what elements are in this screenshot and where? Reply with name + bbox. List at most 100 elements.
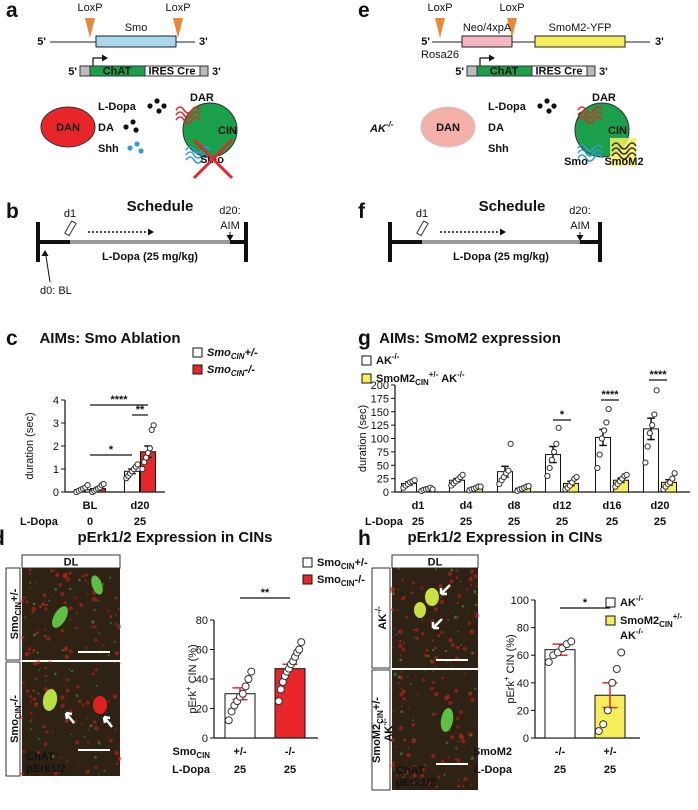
label-part: Smo — [317, 574, 341, 586]
perk-signal — [117, 607, 120, 611]
perk-signal — [456, 601, 459, 605]
perk-signal — [42, 724, 46, 729]
perk-signal — [411, 781, 414, 784]
data-point — [603, 419, 610, 426]
molecule — [138, 148, 144, 154]
perk-signal — [43, 628, 47, 631]
perk-signal — [29, 573, 32, 576]
data-point — [599, 720, 608, 729]
chat-signal — [446, 661, 449, 663]
perk-signal — [76, 684, 80, 689]
label-part: pErk — [187, 691, 199, 714]
perk-signal — [470, 697, 475, 702]
label: Neo/4xpA — [463, 22, 512, 34]
micrograph — [392, 670, 478, 790]
perk-signal — [44, 674, 48, 678]
label: IRES Cre — [148, 66, 195, 78]
perk-signal — [93, 638, 98, 642]
y-tick-label: 60 — [517, 650, 529, 662]
perk-signal — [31, 610, 35, 614]
label-part: duration (sec) — [357, 405, 369, 472]
perk-signal — [475, 593, 478, 596]
label: ChAT — [103, 66, 132, 78]
y-tick-label: 2 — [53, 441, 59, 453]
perk-signal — [456, 784, 461, 788]
perk-signal — [86, 592, 89, 595]
perk-signal — [108, 591, 111, 594]
chat-signal — [413, 738, 416, 740]
row-label: L-Dopa — [474, 764, 513, 776]
label: DA — [98, 122, 114, 134]
perk-signal — [456, 758, 461, 763]
perk-signal — [399, 670, 403, 673]
perk-signal — [65, 577, 71, 582]
perk-signal — [392, 646, 395, 649]
panel-letter: a — [6, 0, 18, 22]
chat-signal — [70, 733, 72, 735]
label: pErk1/2 — [26, 763, 66, 775]
legend-label: SmoM2CIN+/- — [620, 612, 683, 629]
x-tick-label: +/- — [603, 746, 616, 758]
label-part: Smo — [173, 746, 197, 758]
row-label: L-Dopa — [172, 764, 211, 776]
legend-swatch — [192, 347, 203, 358]
dose-label: 25 — [604, 764, 616, 776]
perk-signal — [74, 597, 77, 600]
perk-signal — [424, 653, 429, 658]
chat-signal — [33, 633, 36, 637]
perk-signal — [85, 700, 90, 705]
label-part: -/- — [392, 352, 400, 361]
molecule — [537, 103, 543, 109]
perk-signal — [430, 686, 434, 691]
perk-signal — [399, 639, 402, 643]
data-point — [459, 471, 466, 478]
loxp-label: LoxP — [77, 2, 102, 14]
label-part: SmoM2 — [371, 724, 383, 763]
perk-signal — [102, 644, 105, 647]
arrow-head — [148, 228, 154, 236]
perk-signal — [433, 691, 439, 697]
label-part: CIN (%) — [187, 644, 199, 683]
gene-box — [534, 35, 626, 48]
label: ChAT — [396, 765, 425, 777]
chat-signal — [23, 616, 26, 619]
perk-signal — [454, 688, 458, 693]
chat-signal — [407, 746, 410, 749]
label: L-Dopa (25 mg/kg) — [453, 251, 549, 263]
chat-signal — [397, 675, 401, 679]
loxp-label: LoxP — [499, 2, 524, 14]
data-point — [276, 685, 285, 694]
group-label: SmoM2 — [473, 746, 512, 758]
perk-signal — [400, 687, 403, 690]
perk-signal — [458, 733, 463, 738]
chat-signal — [473, 590, 477, 594]
micrograph — [22, 568, 120, 660]
pointer-arrow — [439, 584, 451, 596]
label: Shh — [98, 143, 119, 155]
perk-signal — [406, 771, 410, 775]
perk-signal — [74, 626, 78, 630]
perk-signal — [34, 582, 37, 584]
perk-signal — [82, 702, 86, 706]
significance-label: **** — [110, 394, 128, 406]
perk-signal — [75, 611, 79, 614]
perk-signal — [447, 571, 453, 577]
perk-signal — [60, 695, 65, 700]
data-point — [671, 470, 678, 477]
cell — [93, 696, 107, 714]
data-point — [594, 464, 601, 472]
row-label: L-Dopa — [365, 516, 404, 528]
chat-signal — [412, 719, 415, 722]
chat-signal — [98, 774, 100, 776]
significance-label: * — [583, 597, 588, 609]
chat-signal — [404, 772, 407, 775]
chat-signal — [102, 583, 105, 586]
chat-signal — [68, 587, 72, 591]
smo-receptor — [577, 144, 603, 162]
y-tick-label: 50 — [377, 460, 389, 472]
label: DAN — [56, 122, 80, 134]
perk-signal — [470, 583, 473, 586]
perk-signal — [433, 646, 437, 650]
y-tick-label: 150 — [371, 407, 389, 419]
perk-signal — [474, 613, 480, 619]
